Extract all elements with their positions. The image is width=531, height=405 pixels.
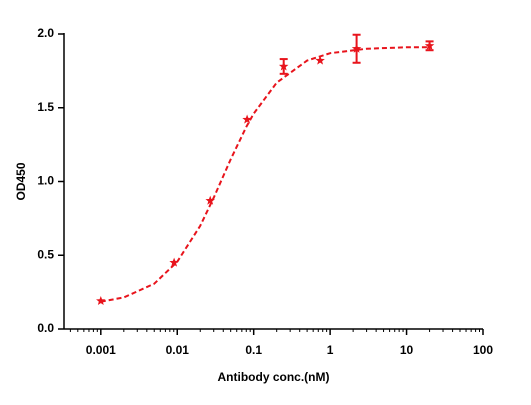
y-tick-label: 0.0 (37, 321, 54, 335)
x-axis-label: Antibody conc.(nM) (218, 370, 330, 384)
data-point (315, 55, 325, 65)
y-axis-label: OD450 (14, 162, 28, 200)
x-tick-label: 1 (327, 343, 334, 357)
x-tick-label: 0.1 (245, 343, 262, 357)
fit-curve (100, 46, 430, 303)
y-tick-label: 2.0 (37, 26, 54, 40)
y-tick-label: 0.5 (37, 247, 54, 261)
x-tick-label: 10 (400, 343, 414, 357)
y-tick-label: 1.5 (37, 100, 54, 114)
x-tick-label: 0.001 (86, 343, 116, 357)
data-point (424, 40, 435, 50)
data-point (278, 61, 289, 71)
data-point (351, 43, 362, 53)
y-tick-label: 1.0 (37, 174, 54, 188)
data-point (169, 257, 179, 267)
data-point (242, 114, 252, 124)
x-tick-label: 0.01 (166, 343, 190, 357)
x-tick-label: 100 (473, 343, 493, 357)
data-point (205, 195, 215, 205)
data-point (96, 295, 106, 306)
